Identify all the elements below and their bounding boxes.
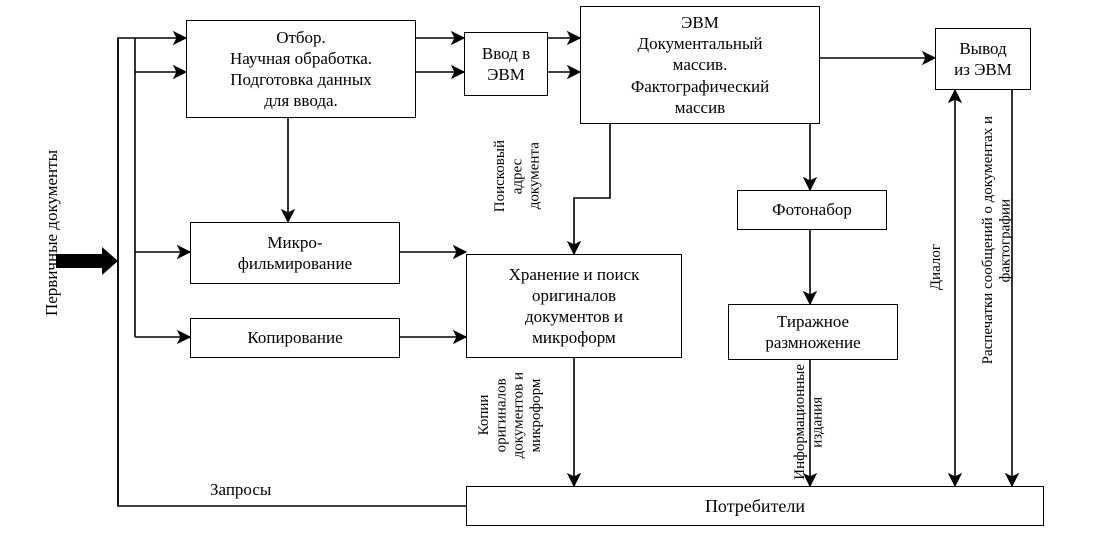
vlabel-vl1: Первичные документы — [42, 150, 62, 316]
hlabel-hl1: Запросы — [210, 480, 271, 500]
node-n8: Фотонабор — [737, 190, 887, 230]
vlabel-vl5: Диалог — [928, 244, 945, 290]
vlabel-vl2: Поисковыйадресдокумента — [492, 140, 544, 212]
node-n4: Выводиз ЭВМ — [935, 28, 1031, 90]
node-n7: Хранение и поискоригиналовдокументов ими… — [466, 254, 682, 358]
node-n6: Копирование — [190, 318, 400, 358]
vlabel-vl6: Распечатки сообщений о документах ифакто… — [980, 116, 1015, 364]
node-n10: Потребители — [466, 486, 1044, 526]
flowchart-stage: Отбор.Научная обработка.Подготовка данны… — [0, 0, 1099, 551]
node-n1: Отбор.Научная обработка.Подготовка данны… — [186, 20, 416, 118]
edge-12 — [574, 124, 610, 254]
node-n5: Микро-фильмирование — [190, 222, 400, 284]
node-n9: Тиражноеразмножение — [728, 304, 898, 360]
primary-docs-input-arrow — [56, 247, 118, 275]
node-n3: ЭВМДокументальныймассив.Фактографический… — [580, 6, 820, 124]
node-n2: Ввод вЭВМ — [464, 32, 548, 96]
vlabel-vl3: Копииоригиналовдокументов имикроформ — [476, 372, 545, 458]
vlabel-vl4: Информационныеиздания — [792, 364, 827, 480]
